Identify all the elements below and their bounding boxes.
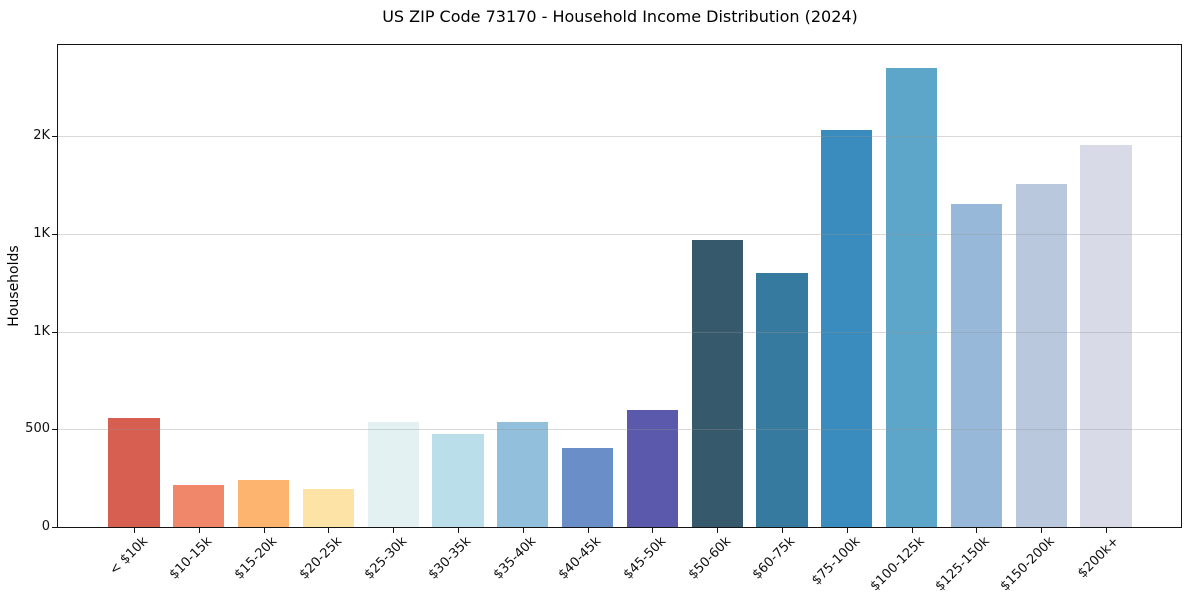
x-tick-mark	[134, 528, 135, 533]
x-tick-label: $150-200k	[997, 534, 1058, 594]
x-tick-label: < $10k	[106, 534, 151, 579]
gridline	[58, 233, 1181, 235]
x-tick-mark	[587, 528, 589, 533]
plot-area	[57, 44, 1182, 528]
bar-$15-20k	[237, 480, 290, 527]
bar-< $10k	[108, 418, 160, 527]
bar-$75-100k	[821, 130, 873, 527]
y-tick-label: 2K	[33, 128, 50, 144]
y-tick-mark	[52, 136, 57, 138]
bar-$200k+	[1080, 144, 1132, 527]
x-tick-label: $10-15k	[166, 534, 216, 583]
bar-$125-150k	[950, 204, 1003, 527]
y-tick-mark	[52, 429, 57, 431]
x-tick-mark	[328, 528, 330, 533]
x-tick-label: $40-45k	[555, 534, 605, 583]
x-tick-mark	[522, 528, 524, 533]
x-tick-label: $75-100k	[809, 534, 864, 589]
x-tick-label: $35-40k	[490, 534, 540, 583]
x-tick-label: $200k+	[1075, 534, 1123, 582]
x-tick-mark	[652, 528, 654, 533]
gridline	[58, 331, 1181, 333]
gridline	[58, 429, 1181, 431]
y-tick-mark	[52, 233, 57, 235]
bar-$20-25k	[302, 489, 355, 527]
x-tick-label: $125-150k	[932, 534, 994, 594]
x-tick-mark	[393, 528, 395, 533]
y-tick-label: 1K	[33, 225, 50, 241]
x-tick-mark	[1106, 528, 1107, 533]
x-tick-mark	[198, 528, 200, 533]
y-tick-mark	[52, 331, 57, 333]
x-tick-mark	[1041, 528, 1043, 533]
bar-$50-60k	[691, 240, 743, 527]
x-tick-mark	[263, 528, 265, 533]
gridline	[58, 136, 1181, 138]
x-tick-label: $100-125k	[868, 534, 929, 594]
chart-title: US ZIP Code 73170 - Household Income Dis…	[382, 7, 858, 26]
y-tick-label: 500	[25, 421, 50, 437]
bar-$25-30k	[367, 421, 419, 527]
y-tick-label: 0	[41, 519, 50, 534]
bar-$10-15k	[173, 485, 225, 527]
x-tick-label: $50-60k	[685, 534, 734, 583]
x-tick-label: $30-35k	[426, 534, 475, 583]
x-tick-label: $15-20k	[231, 534, 281, 583]
bar-$45-50k	[626, 409, 679, 527]
bar-$150-200k	[1015, 184, 1067, 527]
x-tick-label: $60-75k	[750, 534, 799, 583]
x-tick-mark	[458, 528, 459, 533]
x-tick-label: $20-25k	[296, 534, 346, 583]
x-tick-mark	[782, 528, 783, 533]
x-tick-mark	[911, 528, 913, 533]
bar-$40-45k	[561, 447, 614, 527]
x-tick-label: $45-50k	[620, 534, 670, 583]
bar-$60-75k	[756, 272, 808, 527]
y-tick-mark	[52, 527, 57, 528]
x-tick-mark	[976, 528, 978, 533]
bar-$35-40k	[497, 422, 549, 527]
bar-$30-35k	[432, 434, 484, 527]
x-tick-mark	[717, 528, 719, 533]
y-tick-label: 1K	[33, 323, 50, 339]
x-tick-mark	[846, 528, 848, 533]
x-tick-label: $25-30k	[361, 534, 410, 583]
y-axis-label: Households	[6, 245, 22, 327]
bar-$100-125k	[885, 67, 938, 527]
